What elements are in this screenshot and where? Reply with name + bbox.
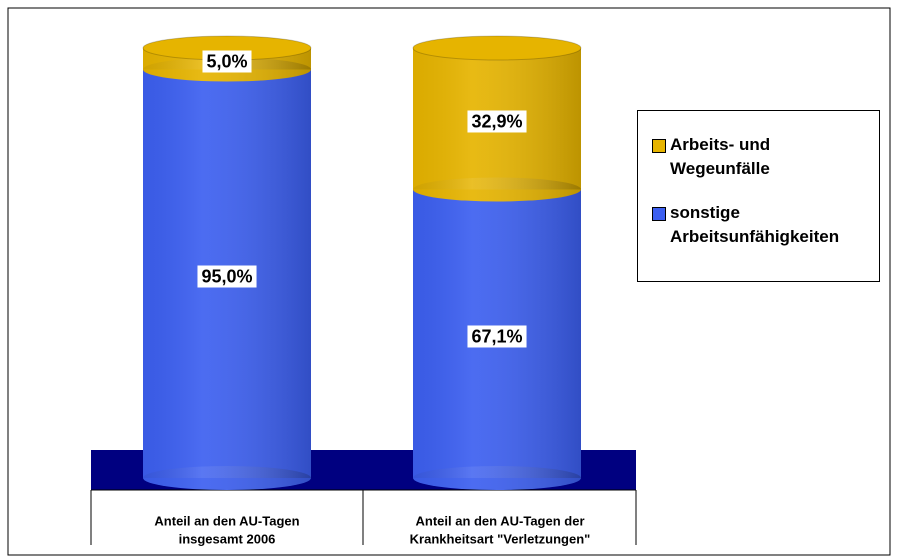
x-tick-label: insgesamt 2006	[179, 531, 276, 546]
x-tick-label: Anteil an den AU-Tagen der	[415, 513, 584, 528]
x-tick-label: Krankheitsart "Verletzungen"	[410, 531, 591, 546]
legend-item: Arbeits- und Wegeunfälle	[652, 133, 869, 181]
data-label-text: 67,1%	[471, 326, 522, 346]
legend: Arbeits- und Wegeunfälle sonstige Arbeits…	[637, 110, 880, 282]
data-label-text: 95,0%	[201, 267, 252, 287]
data-label-box	[467, 325, 527, 348]
legend-item: sonstige Arbeitsunfähigkeiten	[652, 201, 869, 249]
cylinder-shade-bottom	[413, 177, 581, 202]
data-label: 67,1%	[467, 325, 527, 348]
data-label-box	[197, 265, 257, 288]
data-label-text: 32,9%	[471, 111, 522, 131]
data-label: 32,9%	[467, 110, 527, 133]
legend-swatch	[652, 139, 666, 153]
data-label: 5,0%	[202, 50, 252, 73]
cylinder-shade-bottom	[143, 466, 311, 490]
data-label: 95,0%	[197, 265, 257, 288]
legend-label: Arbeits- und Wegeunfälle	[670, 135, 771, 178]
data-label-text: 5,0%	[206, 52, 247, 72]
cylinder-top	[412, 35, 582, 61]
legend-label: sonstige Arbeitsunfähigkeiten	[670, 203, 840, 246]
legend-swatch	[652, 207, 666, 221]
x-tick-label: Anteil an den AU-Tagen	[154, 513, 299, 528]
cylinder-shade-bottom	[413, 466, 581, 490]
data-label-box	[467, 110, 527, 133]
data-label-box	[202, 50, 252, 73]
